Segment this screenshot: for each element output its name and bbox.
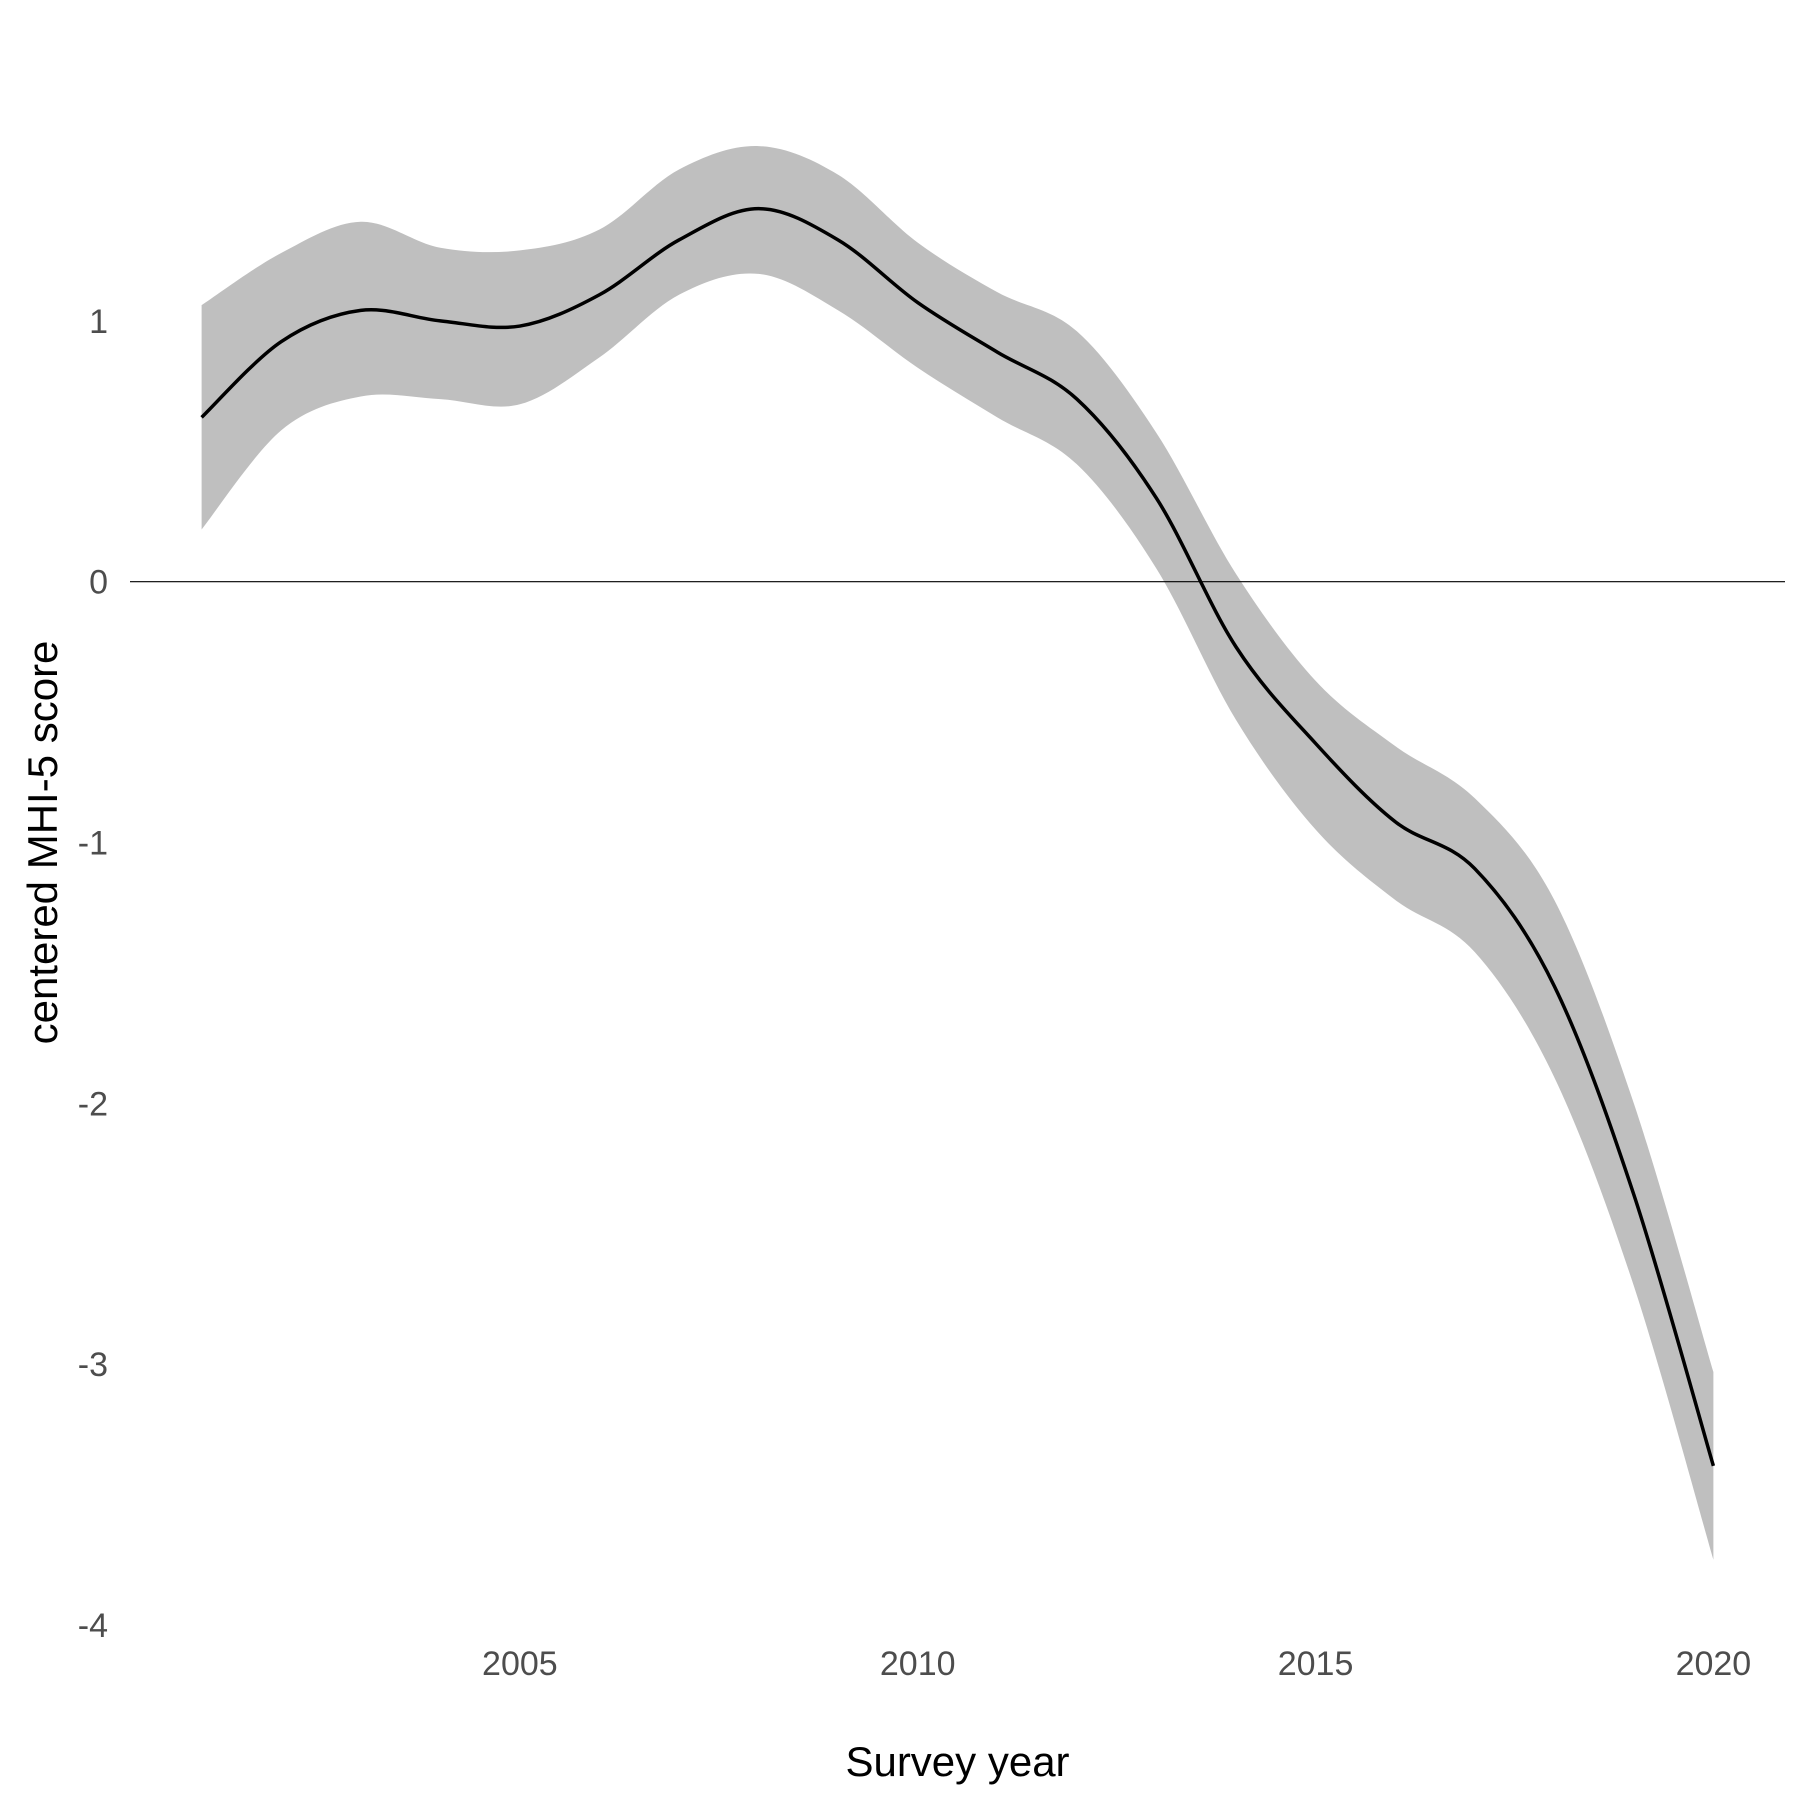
- y-axis-title: centered MHI-5 score: [19, 641, 66, 1045]
- fit-line-group: [200, 206, 1716, 1467]
- x-tick-label: 2020: [1676, 1645, 1752, 1683]
- y-tick-label: -1: [78, 825, 108, 863]
- y-tick-label: 0: [89, 564, 108, 602]
- y-tick-label: -2: [78, 1085, 108, 1123]
- fitted-trend-line: [200, 206, 1716, 1467]
- y-axis-ticks: 1 0 -1 -2 -3 -4: [78, 303, 108, 1645]
- x-tick-label: 2015: [1278, 1645, 1354, 1683]
- x-axis-ticks: 2005 2010 2015 2020: [482, 1645, 1751, 1683]
- y-tick-label: -3: [78, 1346, 108, 1384]
- confidence-ribbon: [201, 146, 1714, 1560]
- x-axis-title: Survey year: [845, 1738, 1069, 1785]
- x-tick-label: 2010: [880, 1645, 956, 1683]
- y-tick-label: 1: [89, 303, 108, 341]
- y-tick-label: -4: [78, 1607, 108, 1645]
- x-tick-label: 2005: [482, 1645, 558, 1683]
- ci-ribbon-group: [201, 146, 1714, 1560]
